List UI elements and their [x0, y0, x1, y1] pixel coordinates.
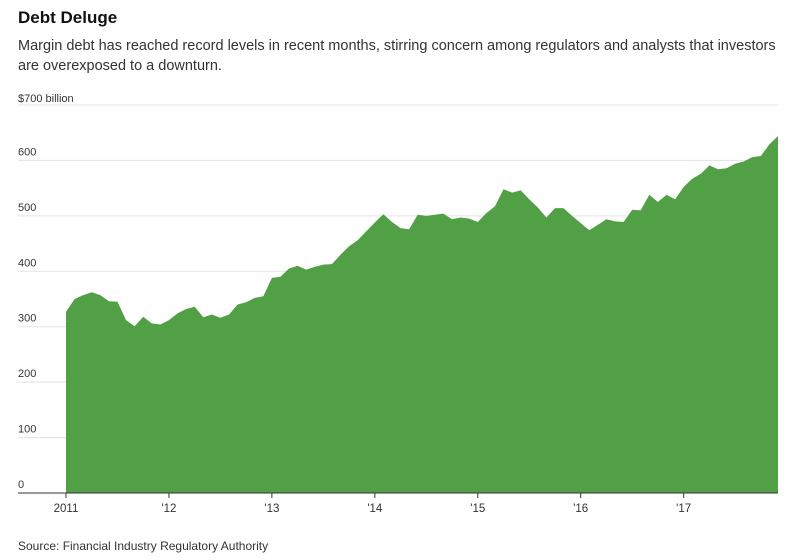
y-axis-unit-label: $700 billion [18, 93, 74, 105]
y-tick-label: 100 [18, 424, 36, 436]
y-tick-label: 600 [18, 146, 36, 158]
x-tick-label: '17 [676, 503, 691, 515]
x-tick-label: '14 [367, 503, 383, 515]
x-tick-label: '13 [264, 503, 279, 515]
area-fill [66, 136, 778, 493]
x-tick-label: '16 [573, 503, 588, 515]
chart-subtitle: Margin debt has reached record levels in… [18, 38, 776, 74]
y-axis-labels: 0 100 200 300 400 500 600 [18, 146, 36, 491]
y-tick-label: 300 [18, 313, 36, 325]
y-tick-label: 0 [18, 479, 24, 491]
area-series [66, 136, 778, 493]
x-tick-label: 2011 [54, 503, 79, 515]
x-tick-label: '15 [470, 503, 485, 515]
y-tick-label: 400 [18, 257, 36, 269]
chart-title: Debt Deluge [18, 8, 118, 27]
x-tick-label: '12 [161, 503, 176, 515]
source-note: Source: Financial Industry Regulatory Au… [18, 539, 269, 553]
y-tick-label: 200 [18, 368, 36, 380]
y-tick-label: 500 [18, 202, 36, 214]
x-axis: 2011 '12 '13 '14 '15 '16 '17 [18, 492, 778, 515]
